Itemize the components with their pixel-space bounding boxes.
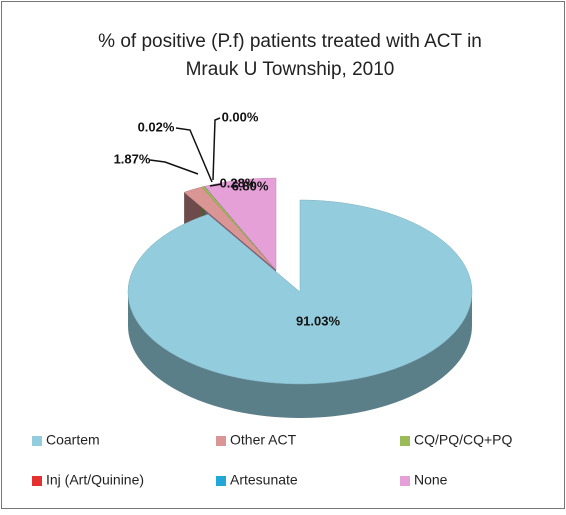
data-label: 6.80%: [232, 178, 269, 193]
leader-line: [209, 183, 223, 187]
data-label: 0.00%: [222, 109, 259, 124]
legend-label: None: [414, 472, 448, 488]
chart-title: % of positive (P.f) patients treated wit…: [98, 31, 482, 52]
legend-swatch: [400, 436, 410, 446]
leader-line: [175, 127, 213, 183]
legend-label: Coartem: [46, 432, 100, 448]
data-label: 1.87%: [114, 151, 151, 166]
legend-label: Other ACT: [230, 432, 297, 448]
legend-swatch: [32, 436, 42, 446]
legend-label: Inj (Art/Quinine): [46, 472, 144, 488]
data-label: 0.02%: [138, 119, 175, 134]
pie-slice-side: [128, 292, 472, 418]
legend-swatch: [216, 476, 226, 486]
legend-swatch: [216, 436, 226, 446]
legend-label: Artesunate: [230, 472, 298, 488]
leader-line: [149, 159, 199, 175]
leader-line: [212, 117, 221, 181]
chart-title: Mrauk U Township, 2010: [186, 59, 395, 80]
data-label: 0.28%: [220, 175, 257, 190]
legend-swatch: [400, 476, 410, 486]
pie-slice: [127, 199, 473, 385]
legend-swatch: [32, 476, 42, 486]
pie-slice: [204, 177, 277, 271]
legend-label: CQ/PQ/CQ+PQ: [414, 432, 513, 448]
data-label: 91.03%: [296, 313, 341, 328]
